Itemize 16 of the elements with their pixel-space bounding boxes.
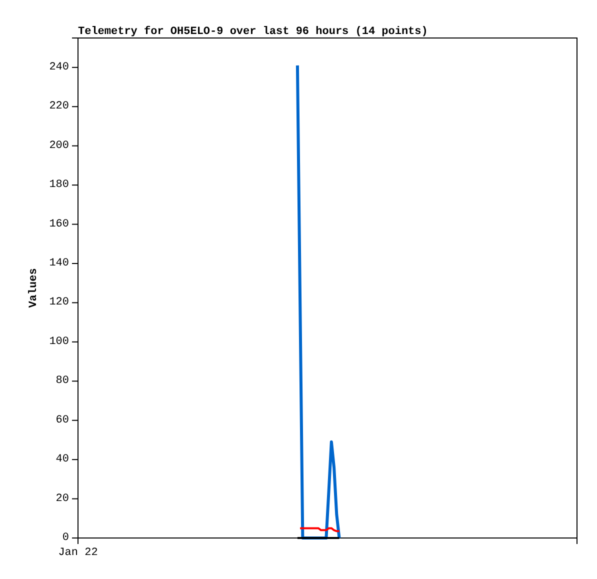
y-tick-label: 80: [56, 375, 69, 388]
y-axis-title: Values: [28, 268, 40, 308]
y-tick-label: 220: [49, 100, 69, 113]
chart-title: Telemetry for OH5ELO-9 over last 96 hours (14 points): [78, 25, 428, 38]
y-tick-label: 140: [49, 257, 69, 270]
x-tick-label: Jan 22: [58, 546, 98, 559]
y-tick-label: 120: [49, 296, 69, 309]
y-tick-label: 200: [49, 140, 69, 152]
y-tick-label: 20: [56, 492, 69, 505]
y-tick-label: 40: [56, 454, 69, 466]
y-tick-label: 160: [49, 218, 69, 230]
y-tick-label: 60: [56, 414, 69, 426]
y-tick-label: 100: [49, 336, 69, 348]
y-tick-label: 240: [49, 61, 69, 74]
y-tick-label: 180: [49, 179, 69, 192]
y-tick-label: 0: [62, 532, 69, 544]
